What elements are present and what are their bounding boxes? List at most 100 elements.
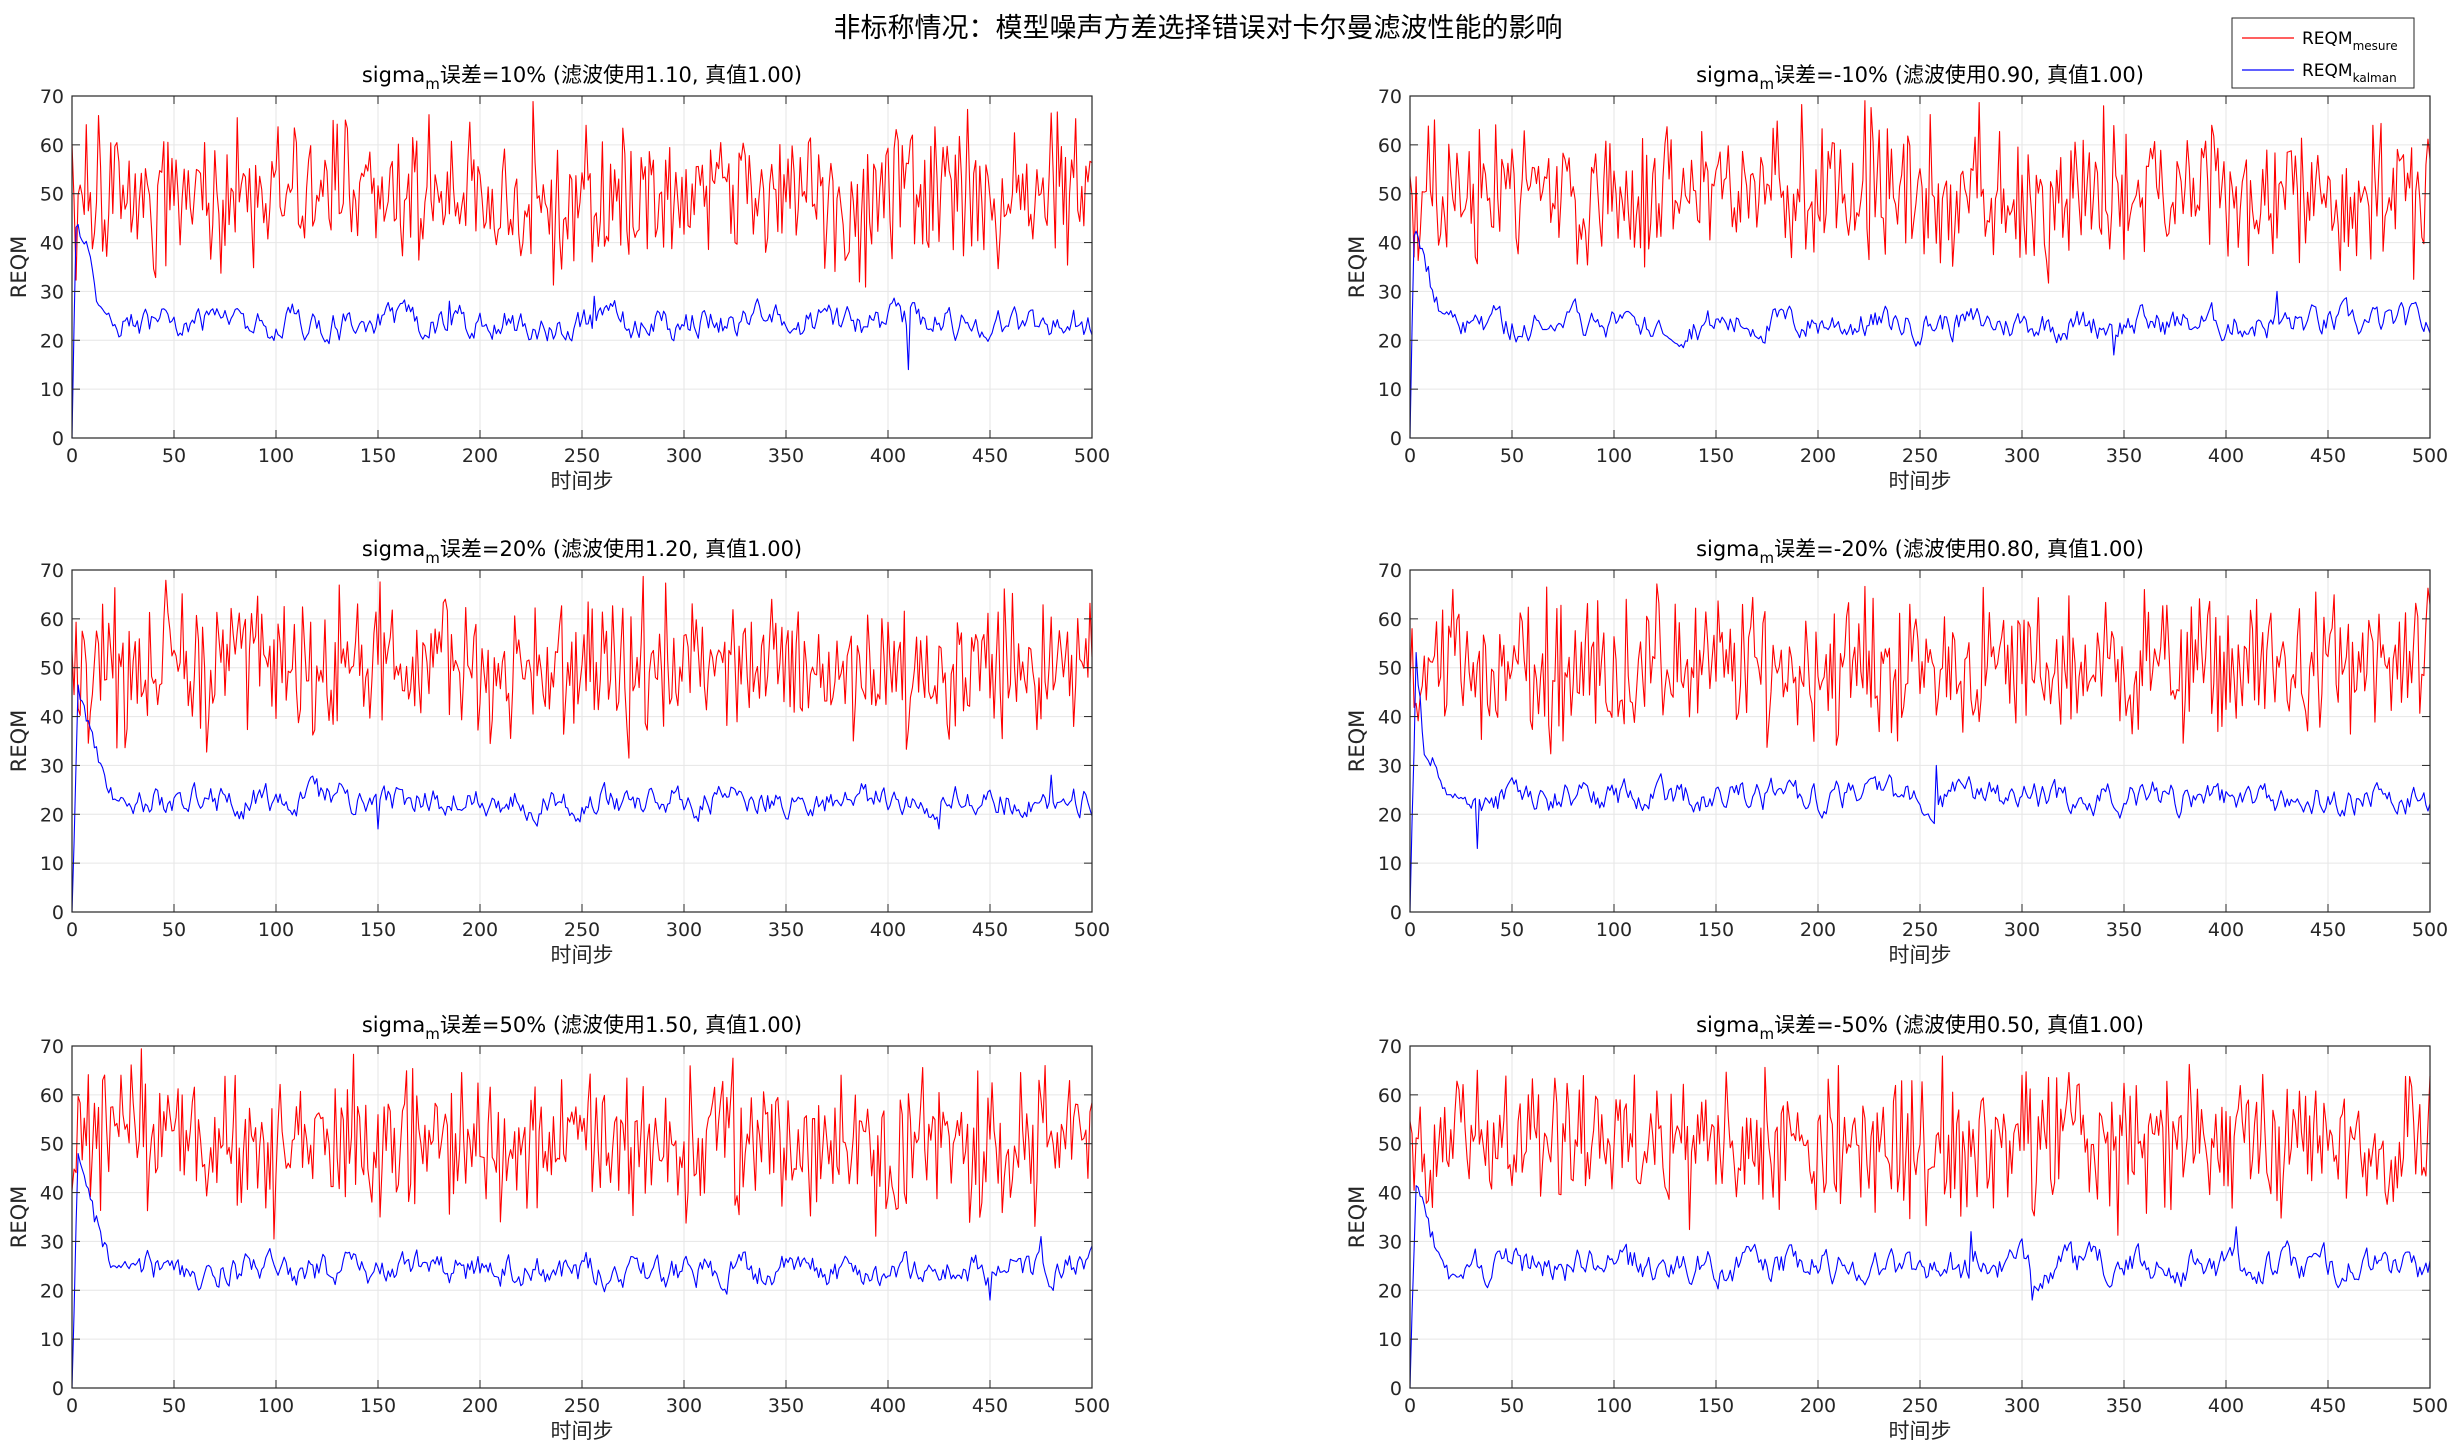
y-tick-label: 50: [1378, 658, 1402, 680]
x-tick-label: 250: [1902, 445, 1938, 467]
subplot-title-post: 误差=20% (滤波使用1.20, 真值1.00): [440, 537, 802, 561]
x-tick-label: 300: [2004, 1395, 2040, 1417]
x-tick-label: 50: [1500, 445, 1524, 467]
legend-label-base: REQM: [2302, 61, 2353, 81]
series-line-mesure: [1409, 100, 2431, 284]
x-axis-label: 时间步: [1889, 469, 1952, 493]
x-tick-label: 250: [564, 919, 600, 941]
x-tick-label: 50: [162, 445, 186, 467]
x-tick-label: 150: [1698, 445, 1734, 467]
subplot-title: sigmam误差=10% (滤波使用1.10, 真值1.00): [362, 63, 802, 93]
x-tick-label: 150: [1698, 919, 1734, 941]
y-tick-label: 20: [40, 330, 64, 352]
y-tick-label: 60: [40, 135, 64, 157]
subplot-title-sub: m: [1760, 75, 1775, 93]
subplot-title-post: 误差=-10% (滤波使用0.90, 真值1.00): [1774, 63, 2144, 87]
x-tick-label: 200: [462, 919, 498, 941]
y-tick-label: 20: [40, 804, 64, 826]
x-tick-label: 400: [870, 1395, 906, 1417]
x-tick-label: 200: [1800, 1395, 1836, 1417]
figure-title: 非标称情况：模型噪声方差选择错误对卡尔曼滤波性能的影响: [834, 13, 1563, 44]
x-tick-label: 400: [870, 919, 906, 941]
x-tick-label: 500: [1074, 445, 1110, 467]
subplot-title: sigmam误差=20% (滤波使用1.20, 真值1.00): [362, 537, 802, 567]
subplot-6: 0 50 100 150 200 250 300 350 400 450 500 0 10 20 30 40 5…: [1345, 1013, 2448, 1443]
x-tick-label: 0: [66, 445, 78, 467]
legend-label-sub: mesure: [2353, 39, 2398, 53]
x-tick-label: 150: [360, 919, 396, 941]
series-line-kalman: [71, 224, 1093, 439]
x-tick-label: 450: [972, 1395, 1008, 1417]
series-line-mesure: [71, 100, 1093, 288]
y-tick-label: 10: [1378, 379, 1402, 401]
x-tick-label: 500: [2412, 445, 2448, 467]
subplot-title: sigmam误差=50% (滤波使用1.50, 真值1.00): [362, 1013, 802, 1043]
x-tick-label: 150: [1698, 1395, 1734, 1417]
x-tick-label: 100: [1596, 1395, 1632, 1417]
subplot-title-post: 误差=50% (滤波使用1.50, 真值1.00): [440, 1013, 802, 1037]
y-tick-label: 30: [1378, 281, 1402, 303]
y-tick-label: 70: [40, 560, 64, 582]
x-axis-label: 时间步: [551, 943, 614, 967]
y-tick-label: 30: [40, 281, 64, 303]
y-tick-label: 0: [1390, 902, 1402, 924]
x-tick-label: 450: [972, 445, 1008, 467]
series-line-mesure: [71, 1048, 1093, 1240]
x-tick-label: 350: [768, 1395, 804, 1417]
x-tick-label: 450: [2310, 1395, 2346, 1417]
x-tick-label: 250: [564, 1395, 600, 1417]
x-tick-label: 0: [1404, 445, 1416, 467]
x-axis-label: 时间步: [551, 1419, 614, 1443]
subplot-3: 0 50 100 150 200 250 300 350 400 450 500 0 10 20 30 40 5…: [7, 537, 1110, 967]
y-tick-label: 60: [1378, 1085, 1402, 1107]
y-tick-label: 50: [40, 184, 64, 206]
y-axis-label: REQM: [1345, 1186, 1369, 1249]
x-tick-label: 400: [2208, 445, 2244, 467]
x-tick-label: 200: [462, 445, 498, 467]
subplot-title: sigmam误差=-20% (滤波使用0.80, 真值1.00): [1696, 537, 2144, 567]
x-tick-label: 450: [972, 919, 1008, 941]
subplot-title: sigmam误差=-50% (滤波使用0.50, 真值1.00): [1696, 1013, 2144, 1043]
x-tick-label: 500: [1074, 1395, 1110, 1417]
x-tick-label: 0: [66, 919, 78, 941]
x-tick-label: 300: [2004, 445, 2040, 467]
y-tick-label: 60: [40, 1085, 64, 1107]
x-tick-label: 50: [162, 1395, 186, 1417]
y-tick-label: 10: [1378, 1329, 1402, 1351]
series-line-mesure: [1409, 1055, 2431, 1236]
series-line-mesure: [71, 575, 1093, 759]
x-tick-label: 100: [258, 445, 294, 467]
subplot-title-pre: sigma: [1696, 537, 1759, 561]
y-tick-label: 20: [40, 1280, 64, 1302]
legend-label: REQMmesure: [2302, 29, 2398, 53]
x-tick-label: 0: [66, 1395, 78, 1417]
x-tick-label: 500: [2412, 919, 2448, 941]
y-tick-label: 40: [40, 233, 64, 255]
y-tick-label: 70: [1378, 560, 1402, 582]
x-tick-label: 200: [1800, 445, 1836, 467]
x-tick-label: 400: [2208, 919, 2244, 941]
x-tick-label: 200: [462, 1395, 498, 1417]
x-axis-label: 时间步: [551, 469, 614, 493]
subplot-title: sigmam误差=-10% (滤波使用0.90, 真值1.00): [1696, 63, 2144, 93]
y-tick-label: 50: [40, 658, 64, 680]
y-axis-label: REQM: [1345, 236, 1369, 299]
x-tick-label: 450: [2310, 919, 2346, 941]
x-tick-label: 350: [768, 445, 804, 467]
y-tick-label: 20: [1378, 1280, 1402, 1302]
x-tick-label: 200: [1800, 919, 1836, 941]
legend-box: [2231, 17, 2415, 89]
x-tick-label: 100: [258, 919, 294, 941]
x-axis-label: 时间步: [1889, 943, 1952, 967]
x-tick-label: 300: [666, 445, 702, 467]
series-line-kalman: [71, 1153, 1093, 1389]
subplot-title-sub: m: [425, 1025, 440, 1043]
y-tick-label: 10: [40, 853, 64, 875]
y-tick-label: 10: [40, 1329, 64, 1351]
y-tick-label: 30: [1378, 755, 1402, 777]
x-tick-label: 250: [1902, 919, 1938, 941]
y-tick-label: 70: [40, 86, 64, 108]
x-tick-label: 500: [1074, 919, 1110, 941]
